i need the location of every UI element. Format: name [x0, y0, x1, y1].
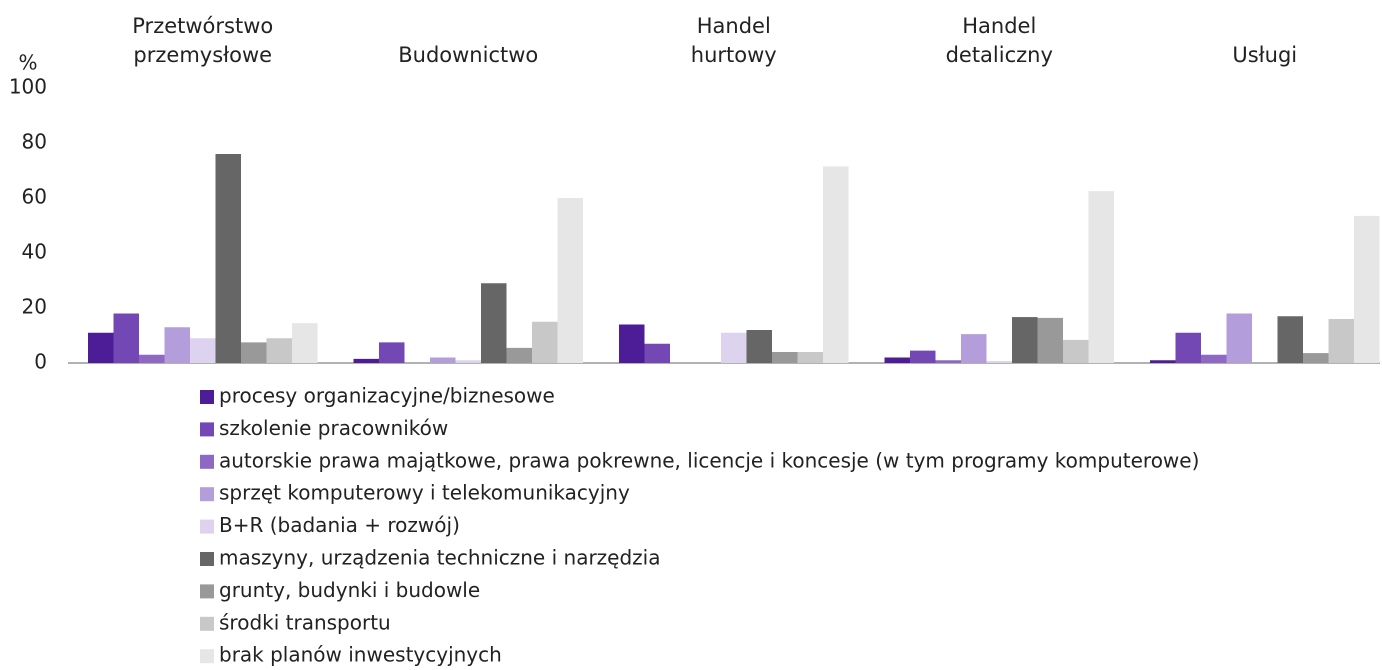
legend-swatch — [200, 390, 214, 404]
y-tick-label: 40 — [22, 240, 47, 264]
legend-swatch — [200, 487, 214, 502]
bar — [455, 360, 481, 363]
y-tick-label: 0 — [34, 350, 47, 374]
category-label: Handel detaliczny — [945, 14, 1053, 67]
legend-swatch — [200, 584, 214, 599]
legend-label: grunty, budynki i budowle — [219, 578, 480, 602]
category-label: Przetwórstwo przemysłowe — [132, 14, 274, 67]
bar — [1277, 316, 1303, 363]
bar — [506, 347, 532, 363]
bar — [1201, 354, 1227, 363]
bar — [1150, 360, 1176, 363]
bar — [986, 361, 1012, 363]
bar — [1328, 319, 1354, 363]
bar — [1063, 339, 1089, 363]
bar — [1303, 353, 1329, 363]
bar — [1012, 317, 1038, 363]
bar — [113, 313, 139, 363]
category-label: Usługi — [1232, 43, 1298, 67]
bar — [215, 154, 241, 363]
bar — [910, 350, 936, 363]
bar — [961, 334, 987, 363]
legend-label: maszyny, urządzenia techniczne i narzędz… — [219, 546, 660, 570]
bar — [746, 330, 772, 363]
legend-label: brak planów inwestycyjnych — [219, 643, 502, 667]
bar — [1354, 215, 1380, 363]
bar — [430, 357, 456, 363]
legend-swatch — [200, 422, 214, 437]
legend-swatch — [200, 649, 214, 664]
legend-swatch — [200, 519, 214, 534]
category-label: Handel hurtowy — [690, 14, 777, 67]
bar — [164, 327, 190, 363]
category-label: Budownictwo — [398, 43, 539, 67]
bar — [532, 321, 558, 363]
y-axis-label: % — [18, 51, 37, 75]
legend-swatch — [200, 552, 214, 566]
bar — [823, 166, 849, 363]
bar — [266, 338, 292, 363]
bar — [139, 354, 165, 363]
bar — [241, 342, 267, 363]
legend-label: sprzęt komputerowy i telekomunikacyjny — [219, 481, 630, 505]
y-tick-label: 100 — [9, 75, 47, 99]
bar — [935, 360, 961, 363]
y-tick-label: 60 — [22, 185, 47, 209]
bar — [481, 283, 507, 363]
legend-label: autorskie prawa majątkowe, prawa pokrewn… — [219, 448, 1199, 472]
bar — [1226, 313, 1252, 363]
bar — [797, 352, 823, 363]
bar — [1175, 332, 1201, 363]
bar — [190, 338, 216, 363]
y-tick-label: 80 — [22, 130, 47, 154]
bar — [772, 352, 798, 363]
y-tick-label: 20 — [22, 295, 47, 319]
bar — [1037, 317, 1063, 363]
bar — [88, 332, 114, 363]
legend-label: środki transportu — [219, 610, 391, 634]
bar — [644, 343, 670, 363]
bar — [619, 324, 645, 363]
legend-swatch — [200, 454, 214, 469]
legend-swatch — [200, 616, 214, 631]
legend-label: B+R (badania + rozwój) — [219, 513, 460, 537]
bar — [884, 357, 910, 363]
bar — [292, 323, 318, 363]
bar — [1088, 191, 1114, 363]
bar — [379, 342, 405, 363]
bar — [353, 358, 379, 363]
bar — [721, 332, 747, 363]
legend-label: procesy organizacyjne/biznesowe — [219, 384, 555, 408]
legend-label: szkolenie pracowników — [219, 416, 448, 440]
bar — [557, 198, 583, 363]
